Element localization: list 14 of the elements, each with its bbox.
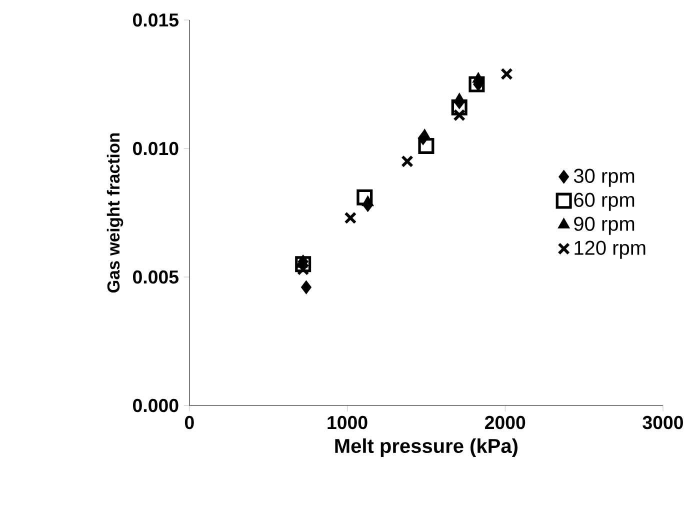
legend-label: 30 rpm [574,168,634,187]
y-tick-label: 0.000 [133,398,178,412]
y-tick-label: 0.005 [133,270,179,284]
legend-label: 120 rpm [574,240,646,259]
legend-label: 60 rpm [574,192,634,211]
y-axis-title: Gas weight fraction [106,133,124,293]
x-axis-title: Melt pressure (kPa) [335,438,518,458]
x-tick-label: 2000 [485,416,526,430]
legend-label: 90 rpm [574,216,634,235]
y-tick-label: 0.010 [133,142,178,156]
x-tick-label: 3000 [642,416,683,430]
y-tick-label: 0.015 [133,13,179,27]
x-tick-label: 0 [184,416,194,430]
x-tick-label: 1000 [328,416,368,430]
